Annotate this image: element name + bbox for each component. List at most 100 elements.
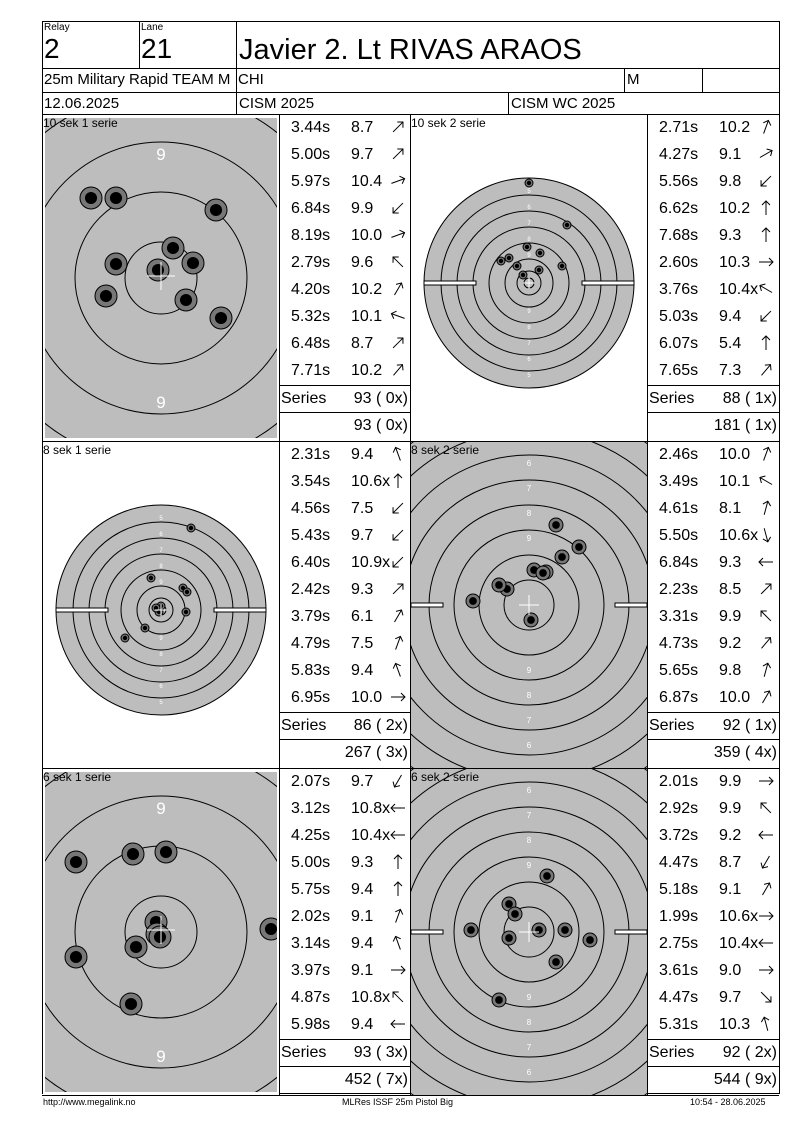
shot-direction-arrow-icon [763,446,772,461]
shot-direction-arrow-icon [760,802,772,814]
shot-row: 5.03s 9.4 [659,303,777,330]
ring-label: 5 [159,516,163,522]
ring-label: 6 [159,684,163,690]
shot-score: 10.6x [719,527,759,544]
shot-row: 2.01s 9.9 [659,768,777,795]
ring-label: 8 [527,237,531,243]
shot-time: 5.03s [659,308,699,325]
shot-score: 10.6x [719,908,759,925]
shot-row: 5.00s 9.3 [291,849,408,876]
shot-time: 5.43s [291,527,331,544]
shot-score: 10.1 [351,308,383,325]
shot-direction-arrow-icon [394,282,404,296]
relay-label: Relay [44,22,70,33]
shot-time: 5.00s [291,854,331,871]
ring-label: 8 [159,564,163,570]
shot-direction-arrow-icon [392,935,401,950]
shot-row: 6.62s 10.2 [659,195,777,222]
rule-line [647,1039,779,1040]
shot-score: 10.2 [351,362,383,379]
target-panel: 9 9 8 8 7 7 6 6 [411,769,647,1095]
shot-score: 9.3 [351,581,374,598]
shot-score: 10.2 [351,281,383,298]
shot-hole [148,925,172,949]
shot-score: 6.1 [351,608,374,625]
ring-label: 9 [156,799,165,818]
relay-value: 2 [44,33,60,64]
rule-line [647,739,779,740]
shot-time: 1.99s [659,908,699,925]
shot-hole [557,261,567,271]
shot-row: 7.65s 7.3 [659,357,777,384]
shot-time: 7.68s [659,227,699,244]
shot-hole [259,917,277,941]
rule-line [279,412,410,413]
nation: CHI [238,71,264,88]
shot-row: 5.83s 9.4 [291,657,408,684]
shot-time: 6.07s [659,335,699,352]
shot-row: 3.79s 6.1 [291,603,408,630]
shot-time: 2.42s [291,581,331,598]
rule-line [647,115,648,441]
footer-software: MLRes ISSF 25m Pistol Big [342,1097,454,1107]
running-total: 359 ( 4x) [713,744,777,761]
shot-hole [554,549,570,565]
shot-time: 3.31s [659,608,699,625]
shot-time: 5.50s [659,527,699,544]
ring-label: 8 [527,325,531,331]
shot-time: 8.19s [291,227,331,244]
shot-score: 10.9x [351,554,391,571]
target-panel: 9 9 8 8 7 7 6 6 [411,442,647,768]
shot-score: 9.4 [719,308,742,325]
shot-row: 6.95s 10.0 [291,684,408,711]
target-image: 9 9 8 8 7 7 6 6 [411,769,647,1095]
competition-name: CISM 2025 [239,95,315,112]
shot-direction-arrow-icon [393,364,404,376]
shot-direction-arrow-icon [763,119,772,134]
target-image: 9 9 8 8 7 7 6 6 5 5 [55,504,267,716]
ring-label: 5 [159,700,163,706]
shot-row: 1.99s 10.6x [659,903,777,930]
shot-direction-arrow-icon [390,830,405,840]
series-total-row: Series 92 ( 2x) [649,1039,777,1066]
target-ring [74,191,248,365]
rule-line [279,1066,410,1067]
shot-score: 9.7 [719,989,742,1006]
ring-label: 9 [527,534,532,543]
shot-time: 2.71s [659,119,699,136]
ring-label: 7 [527,484,532,493]
shot-hole [535,565,551,581]
shot-direction-arrow-icon [759,257,774,267]
shot-hole [121,842,145,866]
series-total: 93 ( 3x) [353,1044,408,1061]
shot-hole [582,932,598,948]
shot-time: 3.61s [659,962,699,979]
running-total-row: 544 ( 9x) [649,1066,777,1093]
shot-row: 4.25s 10.4x [291,822,408,849]
shot-time: 3.14s [291,935,331,952]
shot-hole [524,178,534,188]
shot-hole [557,922,573,938]
series-total-row: Series 86 ( 2x) [281,712,408,739]
ring-label: 6 [527,1068,532,1077]
ring-label: 7 [527,221,531,227]
rule-line [647,1066,779,1067]
shot-row: 2.75s 10.4x [659,930,777,957]
target-ring [411,479,647,731]
series-total-row: Series 88 ( 1x) [649,385,777,412]
lane-value: 21 [141,33,173,64]
shot-score: 9.1 [719,881,742,898]
rule-line [279,115,280,441]
shot-row: 6.40s 10.9x [291,549,408,576]
shot-hole [204,198,228,222]
shot-direction-arrow-icon [393,854,403,869]
shot-time: 3.76s [659,281,699,298]
shot-time: 6.87s [659,689,699,706]
shot-score: 10.0 [351,227,383,244]
rule-line [647,442,648,768]
shot-score: 9.1 [719,146,742,163]
shot-row: 5.18s 9.1 [659,876,777,903]
shot-time: 5.65s [659,662,699,679]
shot-hole [548,517,564,533]
shot-hole [548,954,564,970]
